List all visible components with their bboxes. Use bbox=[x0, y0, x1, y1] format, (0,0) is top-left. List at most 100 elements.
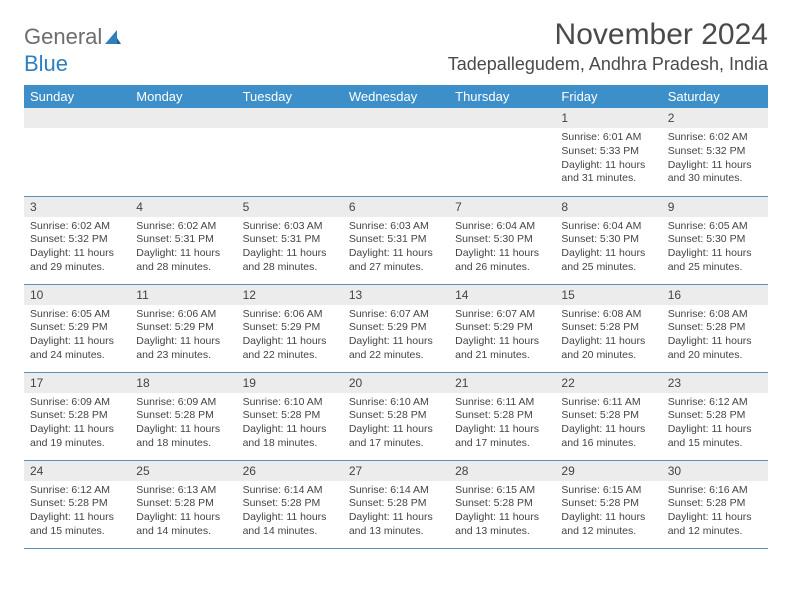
daylight-text: Daylight: 11 hours and 19 minutes. bbox=[30, 423, 124, 450]
day-details: Sunrise: 6:16 AMSunset: 5:28 PMDaylight:… bbox=[662, 481, 768, 545]
calendar-day-cell: 1Sunrise: 6:01 AMSunset: 5:33 PMDaylight… bbox=[555, 108, 661, 196]
sunrise-text: Sunrise: 6:02 AM bbox=[136, 220, 230, 234]
calendar-week-row: 1Sunrise: 6:01 AMSunset: 5:33 PMDaylight… bbox=[24, 108, 768, 196]
day-number: 10 bbox=[24, 285, 130, 305]
sunset-text: Sunset: 5:29 PM bbox=[455, 321, 549, 335]
sunrise-text: Sunrise: 6:11 AM bbox=[561, 396, 655, 410]
day-number: 18 bbox=[130, 373, 236, 393]
sunset-text: Sunset: 5:31 PM bbox=[243, 233, 337, 247]
day-details: Sunrise: 6:02 AMSunset: 5:32 PMDaylight:… bbox=[662, 128, 768, 192]
daylight-text: Daylight: 11 hours and 15 minutes. bbox=[668, 423, 762, 450]
day-number bbox=[343, 108, 449, 128]
daylight-text: Daylight: 11 hours and 18 minutes. bbox=[136, 423, 230, 450]
day-details: Sunrise: 6:11 AMSunset: 5:28 PMDaylight:… bbox=[555, 393, 661, 457]
day-number: 3 bbox=[24, 197, 130, 217]
calendar-day-cell: 14Sunrise: 6:07 AMSunset: 5:29 PMDayligh… bbox=[449, 284, 555, 372]
sunset-text: Sunset: 5:31 PM bbox=[136, 233, 230, 247]
daylight-text: Daylight: 11 hours and 15 minutes. bbox=[30, 511, 124, 538]
day-details: Sunrise: 6:12 AMSunset: 5:28 PMDaylight:… bbox=[662, 393, 768, 457]
day-number: 8 bbox=[555, 197, 661, 217]
sunrise-text: Sunrise: 6:11 AM bbox=[455, 396, 549, 410]
day-number: 19 bbox=[237, 373, 343, 393]
sunset-text: Sunset: 5:30 PM bbox=[561, 233, 655, 247]
sunset-text: Sunset: 5:28 PM bbox=[668, 321, 762, 335]
calendar-day-cell: 20Sunrise: 6:10 AMSunset: 5:28 PMDayligh… bbox=[343, 372, 449, 460]
sunrise-text: Sunrise: 6:05 AM bbox=[30, 308, 124, 322]
day-number: 20 bbox=[343, 373, 449, 393]
sunrise-text: Sunrise: 6:13 AM bbox=[136, 484, 230, 498]
sunset-text: Sunset: 5:31 PM bbox=[349, 233, 443, 247]
day-number: 15 bbox=[555, 285, 661, 305]
calendar-table: Sunday Monday Tuesday Wednesday Thursday… bbox=[24, 85, 768, 549]
sunrise-text: Sunrise: 6:12 AM bbox=[668, 396, 762, 410]
daylight-text: Daylight: 11 hours and 13 minutes. bbox=[455, 511, 549, 538]
brand-text-1: General bbox=[24, 24, 102, 49]
day-number: 4 bbox=[130, 197, 236, 217]
calendar-day-cell: 7Sunrise: 6:04 AMSunset: 5:30 PMDaylight… bbox=[449, 196, 555, 284]
daylight-text: Daylight: 11 hours and 17 minutes. bbox=[349, 423, 443, 450]
location-label: Tadepallegudem, Andhra Pradesh, India bbox=[448, 54, 768, 75]
daylight-text: Daylight: 11 hours and 12 minutes. bbox=[561, 511, 655, 538]
sunset-text: Sunset: 5:32 PM bbox=[668, 145, 762, 159]
calendar-day-cell: 9Sunrise: 6:05 AMSunset: 5:30 PMDaylight… bbox=[662, 196, 768, 284]
sunset-text: Sunset: 5:28 PM bbox=[243, 497, 337, 511]
weekday-header: Friday bbox=[555, 85, 661, 108]
sunrise-text: Sunrise: 6:04 AM bbox=[561, 220, 655, 234]
sunset-text: Sunset: 5:28 PM bbox=[349, 497, 443, 511]
sunset-text: Sunset: 5:28 PM bbox=[561, 497, 655, 511]
daylight-text: Daylight: 11 hours and 16 minutes. bbox=[561, 423, 655, 450]
calendar-day-cell: 6Sunrise: 6:03 AMSunset: 5:31 PMDaylight… bbox=[343, 196, 449, 284]
daylight-text: Daylight: 11 hours and 20 minutes. bbox=[668, 335, 762, 362]
weekday-header: Thursday bbox=[449, 85, 555, 108]
calendar-day-cell: 28Sunrise: 6:15 AMSunset: 5:28 PMDayligh… bbox=[449, 460, 555, 548]
sunset-text: Sunset: 5:28 PM bbox=[455, 497, 549, 511]
sunrise-text: Sunrise: 6:07 AM bbox=[349, 308, 443, 322]
sunrise-text: Sunrise: 6:02 AM bbox=[30, 220, 124, 234]
day-number bbox=[237, 108, 343, 128]
day-number bbox=[449, 108, 555, 128]
calendar-day-cell: 22Sunrise: 6:11 AMSunset: 5:28 PMDayligh… bbox=[555, 372, 661, 460]
calendar-day-cell: 3Sunrise: 6:02 AMSunset: 5:32 PMDaylight… bbox=[24, 196, 130, 284]
calendar-day-cell: 16Sunrise: 6:08 AMSunset: 5:28 PMDayligh… bbox=[662, 284, 768, 372]
daylight-text: Daylight: 11 hours and 29 minutes. bbox=[30, 247, 124, 274]
calendar-day-cell bbox=[237, 108, 343, 196]
sunset-text: Sunset: 5:28 PM bbox=[561, 321, 655, 335]
calendar-day-cell: 25Sunrise: 6:13 AMSunset: 5:28 PMDayligh… bbox=[130, 460, 236, 548]
sunset-text: Sunset: 5:33 PM bbox=[561, 145, 655, 159]
sunrise-text: Sunrise: 6:06 AM bbox=[243, 308, 337, 322]
calendar-day-cell: 30Sunrise: 6:16 AMSunset: 5:28 PMDayligh… bbox=[662, 460, 768, 548]
calendar-day-cell: 17Sunrise: 6:09 AMSunset: 5:28 PMDayligh… bbox=[24, 372, 130, 460]
day-details: Sunrise: 6:01 AMSunset: 5:33 PMDaylight:… bbox=[555, 128, 661, 192]
sunset-text: Sunset: 5:32 PM bbox=[30, 233, 124, 247]
day-number bbox=[24, 108, 130, 128]
calendar-day-cell: 13Sunrise: 6:07 AMSunset: 5:29 PMDayligh… bbox=[343, 284, 449, 372]
day-details: Sunrise: 6:08 AMSunset: 5:28 PMDaylight:… bbox=[662, 305, 768, 369]
weekday-header: Sunday bbox=[24, 85, 130, 108]
day-number: 7 bbox=[449, 197, 555, 217]
day-details: Sunrise: 6:08 AMSunset: 5:28 PMDaylight:… bbox=[555, 305, 661, 369]
daylight-text: Daylight: 11 hours and 30 minutes. bbox=[668, 159, 762, 186]
sunset-text: Sunset: 5:28 PM bbox=[136, 497, 230, 511]
sunrise-text: Sunrise: 6:03 AM bbox=[349, 220, 443, 234]
daylight-text: Daylight: 11 hours and 26 minutes. bbox=[455, 247, 549, 274]
calendar-week-row: 10 Sunrise: 6:05 AM Sunset: 5:29 PM Dayligh… bbox=[24, 284, 768, 372]
sunrise-text: Sunrise: 6:06 AM bbox=[136, 308, 230, 322]
sunrise-text: Sunrise: 6:03 AM bbox=[243, 220, 337, 234]
day-number: 9 bbox=[662, 197, 768, 217]
day-number: 22 bbox=[555, 373, 661, 393]
daylight-text: Daylight: 11 hours and 14 minutes. bbox=[136, 511, 230, 538]
daylight-text: Daylight: 11 hours and 25 minutes. bbox=[668, 247, 762, 274]
sunrise-text: Sunrise: 6:02 AM bbox=[668, 131, 762, 145]
title-block: November 2024 Tadepallegudem, Andhra Pra… bbox=[448, 18, 768, 75]
daylight-text: Daylight: 11 hours and 27 minutes. bbox=[349, 247, 443, 274]
weekday-header: Monday bbox=[130, 85, 236, 108]
day-details: Sunrise: 6:04 AMSunset: 5:30 PMDaylight:… bbox=[449, 217, 555, 281]
daylight-text: Daylight: 11 hours and 18 minutes. bbox=[243, 423, 337, 450]
daylight-text: Daylight: 11 hours and 14 minutes. bbox=[243, 511, 337, 538]
sunrise-text: Sunrise: 6:09 AM bbox=[30, 396, 124, 410]
day-details: Sunrise: 6:07 AMSunset: 5:29 PMDaylight:… bbox=[343, 305, 449, 369]
sunrise-text: Sunrise: 6:15 AM bbox=[455, 484, 549, 498]
day-details: Sunrise: 6:15 AMSunset: 5:28 PMDaylight:… bbox=[555, 481, 661, 545]
day-details: Sunrise: 6:02 AMSunset: 5:32 PMDaylight:… bbox=[24, 217, 130, 281]
day-details: Sunrise: 6:04 AMSunset: 5:30 PMDaylight:… bbox=[555, 217, 661, 281]
